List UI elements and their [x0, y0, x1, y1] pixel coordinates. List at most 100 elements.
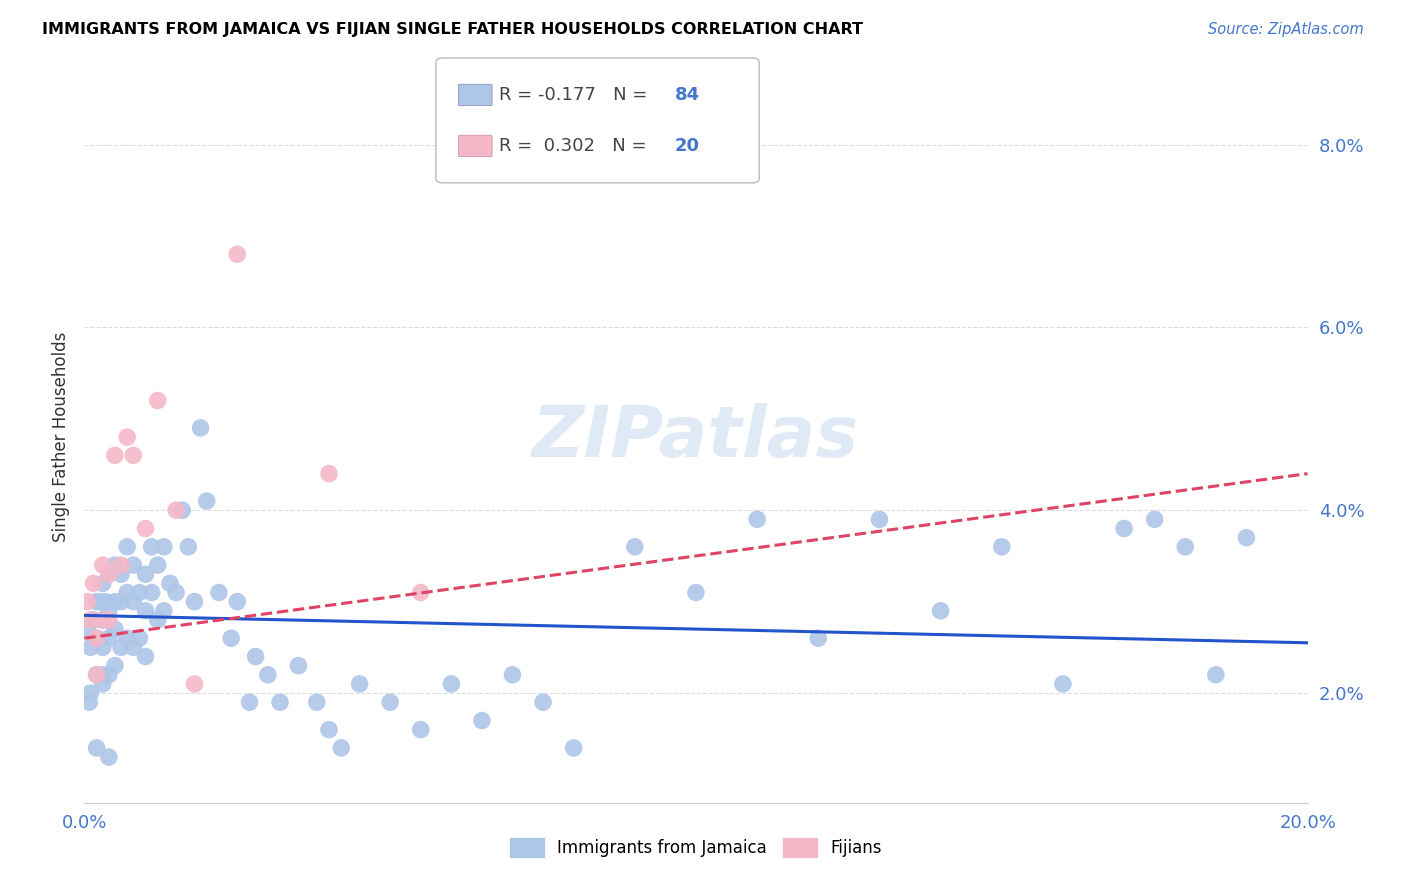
Point: [115, 585, 138, 599]
Point: [226, 594, 249, 608]
Point: [110, 594, 132, 608]
Point: [104, 622, 127, 636]
Point: [146, 613, 169, 627]
Point: [91, 613, 114, 627]
Point: [153, 540, 176, 554]
Point: [91, 613, 114, 627]
Point: [110, 558, 132, 573]
Text: ZIPatlas: ZIPatlas: [533, 402, 859, 472]
Point: [318, 723, 340, 737]
Text: 20: 20: [675, 137, 700, 155]
Point: [409, 723, 432, 737]
Point: [195, 494, 218, 508]
Point: [226, 247, 249, 261]
Point: [76, 622, 98, 636]
Point: [94, 594, 117, 608]
Point: [86, 667, 108, 682]
Point: [86, 740, 108, 755]
Point: [305, 695, 328, 709]
Point: [110, 640, 132, 655]
Point: [97, 613, 120, 627]
Point: [104, 594, 127, 608]
Point: [97, 667, 120, 682]
Point: [1143, 512, 1166, 526]
Point: [146, 393, 169, 408]
Point: [91, 677, 114, 691]
Point: [1174, 540, 1197, 554]
Point: [177, 540, 200, 554]
Point: [122, 640, 145, 655]
Point: [79, 686, 101, 700]
Point: [330, 740, 353, 755]
Point: [135, 604, 157, 618]
Point: [287, 658, 309, 673]
Point: [76, 594, 98, 608]
Point: [141, 540, 163, 554]
Point: [747, 512, 769, 526]
Point: [77, 695, 100, 709]
Point: [128, 585, 150, 599]
Point: [624, 540, 647, 554]
Point: [471, 714, 494, 728]
Text: 84: 84: [675, 86, 700, 103]
Point: [97, 604, 120, 618]
Point: [190, 421, 212, 435]
Y-axis label: Single Father Households: Single Father Households: [52, 332, 70, 542]
Text: R = -0.177   N =: R = -0.177 N =: [499, 86, 654, 103]
Point: [269, 695, 291, 709]
Point: [135, 567, 157, 582]
Point: [238, 695, 260, 709]
Point: [562, 740, 585, 755]
Point: [97, 567, 120, 582]
Point: [110, 567, 132, 582]
Point: [685, 585, 707, 599]
Point: [79, 613, 101, 627]
Text: R =  0.302   N =: R = 0.302 N =: [499, 137, 652, 155]
Point: [91, 558, 114, 573]
Point: [104, 558, 127, 573]
Point: [86, 632, 108, 646]
Legend: Immigrants from Jamaica, Fijians: Immigrants from Jamaica, Fijians: [503, 831, 889, 864]
Point: [86, 667, 108, 682]
Point: [183, 677, 205, 691]
Point: [115, 540, 138, 554]
Point: [159, 576, 181, 591]
Point: [165, 503, 187, 517]
Point: [86, 632, 108, 646]
Point: [97, 632, 120, 646]
Point: [869, 512, 891, 526]
Point: [128, 632, 150, 646]
Point: [79, 640, 101, 655]
Point: [104, 658, 127, 673]
Point: [531, 695, 554, 709]
Point: [807, 632, 830, 646]
Point: [97, 750, 120, 764]
Point: [115, 430, 138, 444]
Point: [502, 667, 524, 682]
Point: [257, 667, 280, 682]
Point: [172, 503, 194, 517]
Point: [89, 594, 111, 608]
Point: [91, 667, 114, 682]
Point: [245, 649, 267, 664]
Point: [318, 467, 340, 481]
Point: [135, 649, 157, 664]
Point: [1205, 667, 1227, 682]
Point: [440, 677, 463, 691]
Point: [208, 585, 231, 599]
Point: [219, 632, 242, 646]
Point: [86, 594, 108, 608]
Point: [115, 632, 138, 646]
Point: [991, 540, 1014, 554]
Point: [1236, 531, 1258, 545]
Point: [122, 594, 145, 608]
Point: [83, 613, 105, 627]
Point: [146, 558, 169, 573]
Point: [409, 585, 432, 599]
Point: [141, 585, 163, 599]
Point: [122, 558, 145, 573]
Point: [97, 567, 120, 582]
Point: [349, 677, 371, 691]
Point: [153, 604, 176, 618]
Point: [135, 521, 157, 535]
